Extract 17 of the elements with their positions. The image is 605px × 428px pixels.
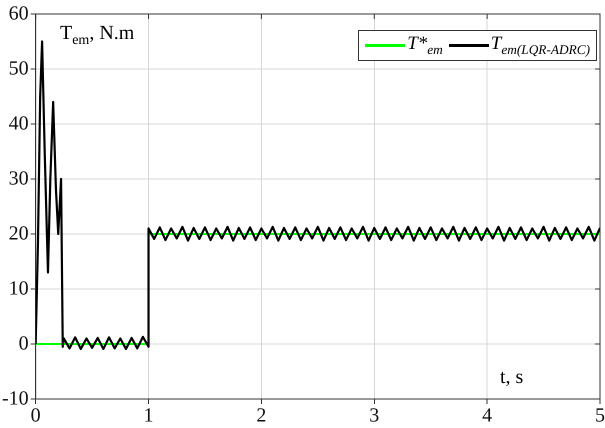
x-tick-label: 3: [369, 404, 380, 426]
legend-label: T$_{em(LQR-ADRC)}$: [490, 33, 590, 58]
y-tick-label: 30: [8, 167, 29, 190]
y-tick-label: 20: [8, 222, 29, 244]
x-tick-label: 2: [256, 404, 266, 426]
y-tick-label: 10: [8, 277, 29, 300]
y-tick-label: 40: [8, 112, 29, 134]
y-tick-label: 50: [8, 57, 29, 80]
x-axis-title: t, s: [500, 366, 524, 389]
y-axis-title: T$_{em}$, N.m: [60, 22, 134, 49]
x-tick-label: 4: [482, 404, 492, 426]
x-tick-label: 1: [144, 404, 154, 426]
y-tick-label: 60: [8, 2, 29, 24]
x-tick-label: 5: [595, 404, 605, 426]
y-tick-label: -10: [2, 387, 29, 410]
legend-label: T*$_{em}$: [407, 33, 443, 58]
y-tick-label: 0: [18, 332, 29, 354]
